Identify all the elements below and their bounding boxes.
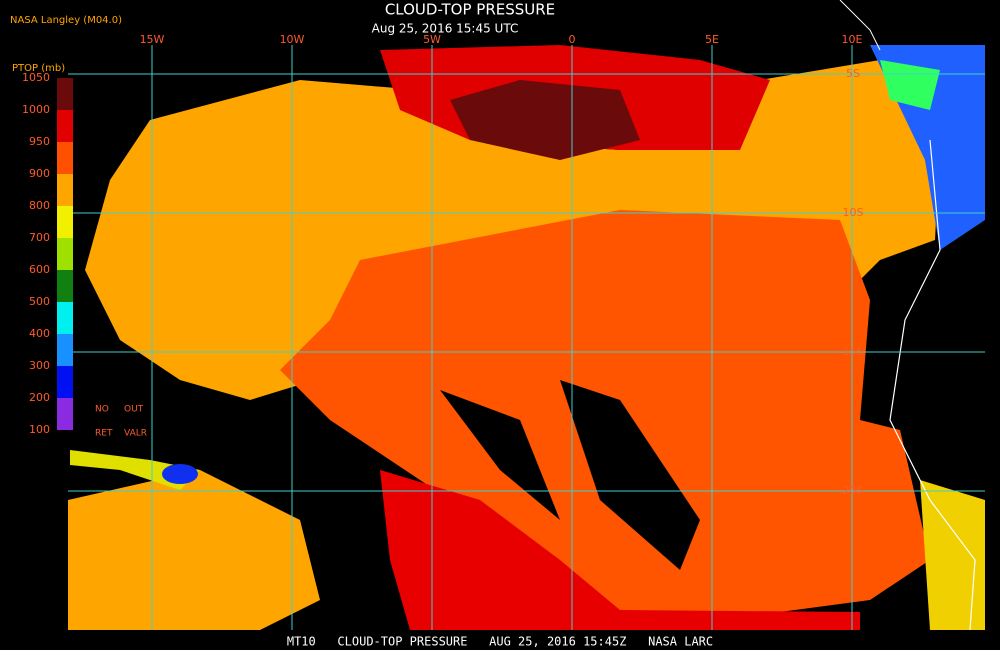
colorbar-tick-label: 900	[29, 167, 50, 180]
colorbar-tick-label: 1000	[22, 103, 50, 116]
lon-label: 5W	[423, 33, 441, 46]
subtitle: Aug 25, 2016 15:45 UTC	[372, 22, 519, 36]
colorbar-swatch	[57, 78, 73, 110]
colorbar-tick-label: 400	[29, 327, 50, 340]
colorbar-swatch	[57, 302, 73, 334]
colorbar-label: PTOP (mb)	[12, 63, 65, 74]
coastline	[839, 0, 881, 51]
colorbar-tick-label: 200	[29, 391, 50, 404]
colorbar-swatch	[57, 142, 73, 174]
cloud-field	[68, 0, 985, 631]
colorbar-swatch	[57, 334, 73, 366]
colorbar-tick-label: 800	[29, 199, 50, 212]
colorbar-tick-label: 950	[29, 135, 50, 148]
colorbar-tick-label: 300	[29, 359, 50, 372]
colorbar-swatch	[57, 398, 73, 430]
cloud-orange-sw	[68, 470, 320, 630]
cloud-green	[880, 60, 940, 110]
colorbar-tick-label: 700	[29, 231, 50, 244]
colorbar-swatch	[57, 366, 73, 398]
colorbar-tick-label: 500	[29, 295, 50, 308]
colorbar-tick-label: 100	[29, 423, 50, 436]
colorbar-tick-label: 1050	[22, 71, 50, 84]
lon-label: 0	[569, 33, 576, 46]
title: CLOUD-TOP PRESSURE	[385, 1, 555, 19]
cloud-blue-west	[162, 464, 198, 484]
colorbar-note: RET	[95, 429, 113, 439]
lon-label: 10W	[280, 33, 305, 46]
lat-label: 15S	[843, 345, 864, 358]
cloud-maroon	[450, 80, 640, 160]
colorbar-swatch	[57, 174, 73, 206]
colorbar-note: VALR	[124, 429, 147, 439]
lat-label: 20S	[843, 484, 864, 497]
colorbar-swatch	[57, 238, 73, 270]
lat-label: 10S	[843, 206, 864, 219]
graticule: 15W 10W 5W 0 5E 10E 5S 10S 15S 20S	[68, 33, 985, 630]
coastline	[889, 139, 976, 631]
colorbar-note: OUT	[124, 405, 144, 415]
cloud-yellow	[920, 480, 985, 630]
cloud-red-south	[380, 470, 860, 630]
lat-label: 5S	[846, 67, 860, 80]
clear-gap	[440, 390, 560, 520]
colorbar-swatch	[57, 270, 73, 302]
colorbar-tick-label: 600	[29, 263, 50, 276]
clear-gap	[560, 380, 700, 570]
source-label: NASA Langley (M04.0)	[10, 15, 122, 26]
colorbar: 1050 1000 950 900 800 700 600 500 400 300 200 100 NO…	[22, 71, 147, 439]
lon-label: 15W	[140, 33, 165, 46]
lon-label: 5E	[705, 33, 719, 46]
footer-caption: MT10 CLOUD-TOP PRESSURE AUG 25, 2016 15:…	[287, 635, 713, 649]
lon-label: 10E	[842, 33, 863, 46]
colorbar-swatch	[57, 110, 73, 142]
colorbar-note: NO	[95, 405, 109, 415]
colorbar-swatch	[57, 206, 73, 238]
